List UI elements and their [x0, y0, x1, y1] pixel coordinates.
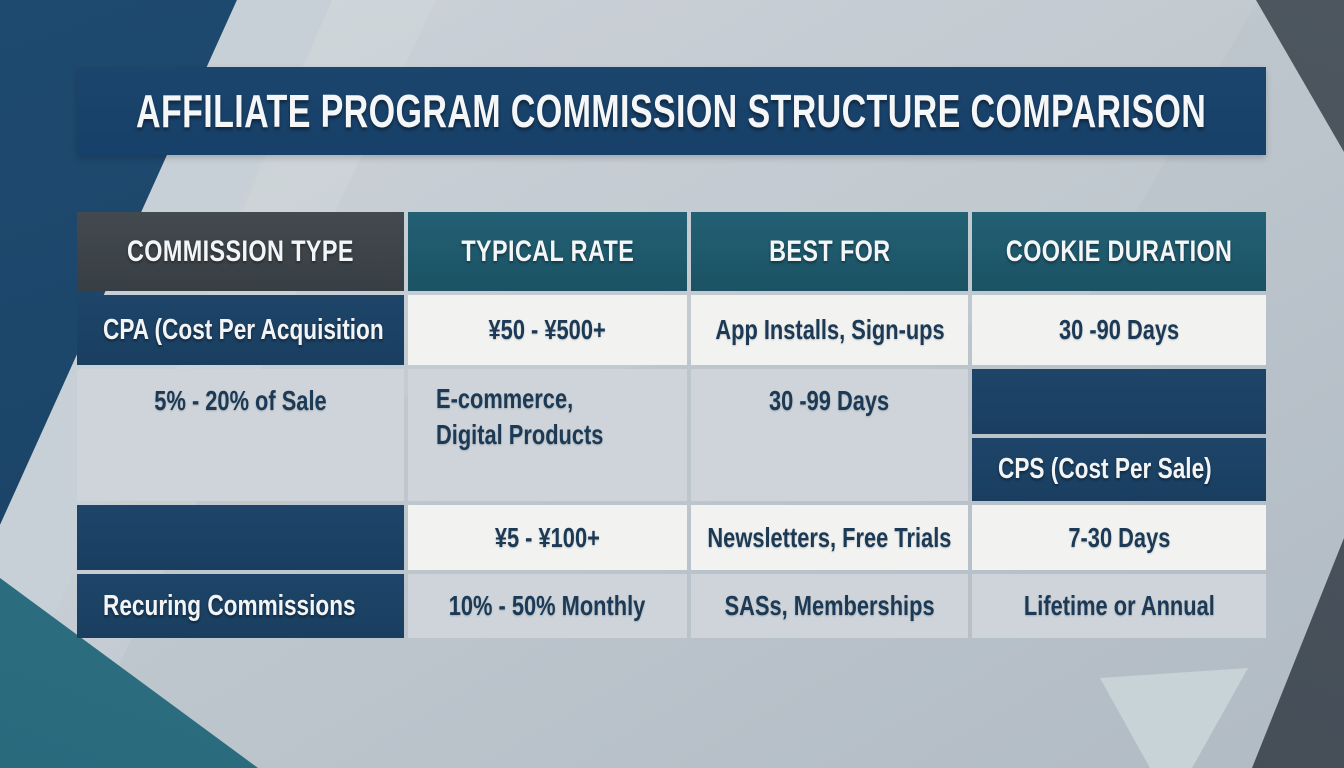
- row-cps-type: CPS (Cost Per Sale): [972, 438, 1266, 501]
- row-cps-type-spacer-top: [972, 369, 1266, 434]
- row-cpa-type-label: CPA (Cost Per Acquisition: [103, 313, 384, 346]
- row-recurring-cookie: Lifetime or Annual: [972, 574, 1266, 638]
- row-cps-best-for-line1: E-commerce,: [436, 383, 574, 414]
- header-cookie-duration-label: COOKIE DURATION: [1005, 234, 1233, 268]
- row-cps2-rate: ¥5 - ¥100+: [408, 505, 687, 570]
- header-commission-type: COMMISSION TYPE: [77, 212, 404, 291]
- row-cpa-rate: ¥50 - ¥500+: [408, 295, 687, 365]
- row-recurring-type: Recuring Commissions: [77, 574, 404, 638]
- row-cps2-best-for: Newsletters, Free Trials: [691, 505, 968, 570]
- row-cpa-best-for: App Installs, Sign-ups: [691, 295, 968, 365]
- row-cps2-cookie: 7-30 Days: [972, 505, 1266, 570]
- row-cpa-type: CPA (Cost Per Acquisition: [77, 295, 404, 365]
- header-typical-rate-label: TYPICAL RATE: [461, 234, 634, 268]
- row-cps-type-spacer-bottom: [77, 505, 404, 570]
- row-cps2-rate-value: ¥5 - ¥100+: [494, 521, 601, 553]
- row-cpa-best-for-value: App Installs, Sign-ups: [714, 314, 945, 345]
- title-banner: AFFILIATE PROGRAM COMMISSION STRUCTURE C…: [77, 67, 1266, 155]
- row-cps-cookie: 30 -99 Days: [691, 369, 968, 501]
- row-recurring-rate-value: 10% - 50% Monthly: [449, 590, 646, 621]
- row-cps2-cookie-value: 7-30 Days: [1067, 521, 1170, 553]
- row-cps-type-label: CPS (Cost Per Sale): [998, 453, 1212, 485]
- row-recurring-cookie-value: Lifetime or Annual: [1023, 590, 1215, 621]
- comparison-table: COMMISSION TYPE TYPICAL RATE BEST FOR CO…: [77, 212, 1266, 638]
- header-cookie-duration: COOKIE DURATION: [972, 212, 1266, 291]
- header-best-for: BEST FOR: [691, 212, 968, 291]
- row-recurring-best-for-value: SASs, Memberships: [724, 590, 935, 621]
- row-recurring-type-label: Recuring Commissions: [103, 589, 356, 622]
- row-cpa-rate-value: ¥50 - ¥500+: [488, 314, 607, 345]
- row-cpa-cookie: 30 -90 Days: [972, 295, 1266, 365]
- header-best-for-label: BEST FOR: [768, 234, 891, 268]
- header-commission-type-label: COMMISSION TYPE: [127, 234, 354, 268]
- page-title: AFFILIATE PROGRAM COMMISSION STRUCTURE C…: [136, 85, 1207, 137]
- row-cps-rate: 5% - 20% of Sale: [77, 369, 404, 501]
- header-typical-rate: TYPICAL RATE: [408, 212, 687, 291]
- row-cpa-cookie-value: 30 -90 Days: [1058, 314, 1180, 345]
- row-cps2-best-for-value: Newsletters, Free Trials: [707, 521, 952, 553]
- row-cps-cookie-value: 30 -99 Days: [769, 385, 890, 416]
- row-recurring-rate: 10% - 50% Monthly: [408, 574, 687, 638]
- row-recurring-best-for: SASs, Memberships: [691, 574, 968, 638]
- row-cps-best-for: E-commerce, Digital Products: [408, 369, 687, 501]
- row-cps-best-for-line2: Digital Products: [436, 418, 604, 450]
- row-cps-rate-value: 5% - 20% of Sale: [154, 385, 327, 416]
